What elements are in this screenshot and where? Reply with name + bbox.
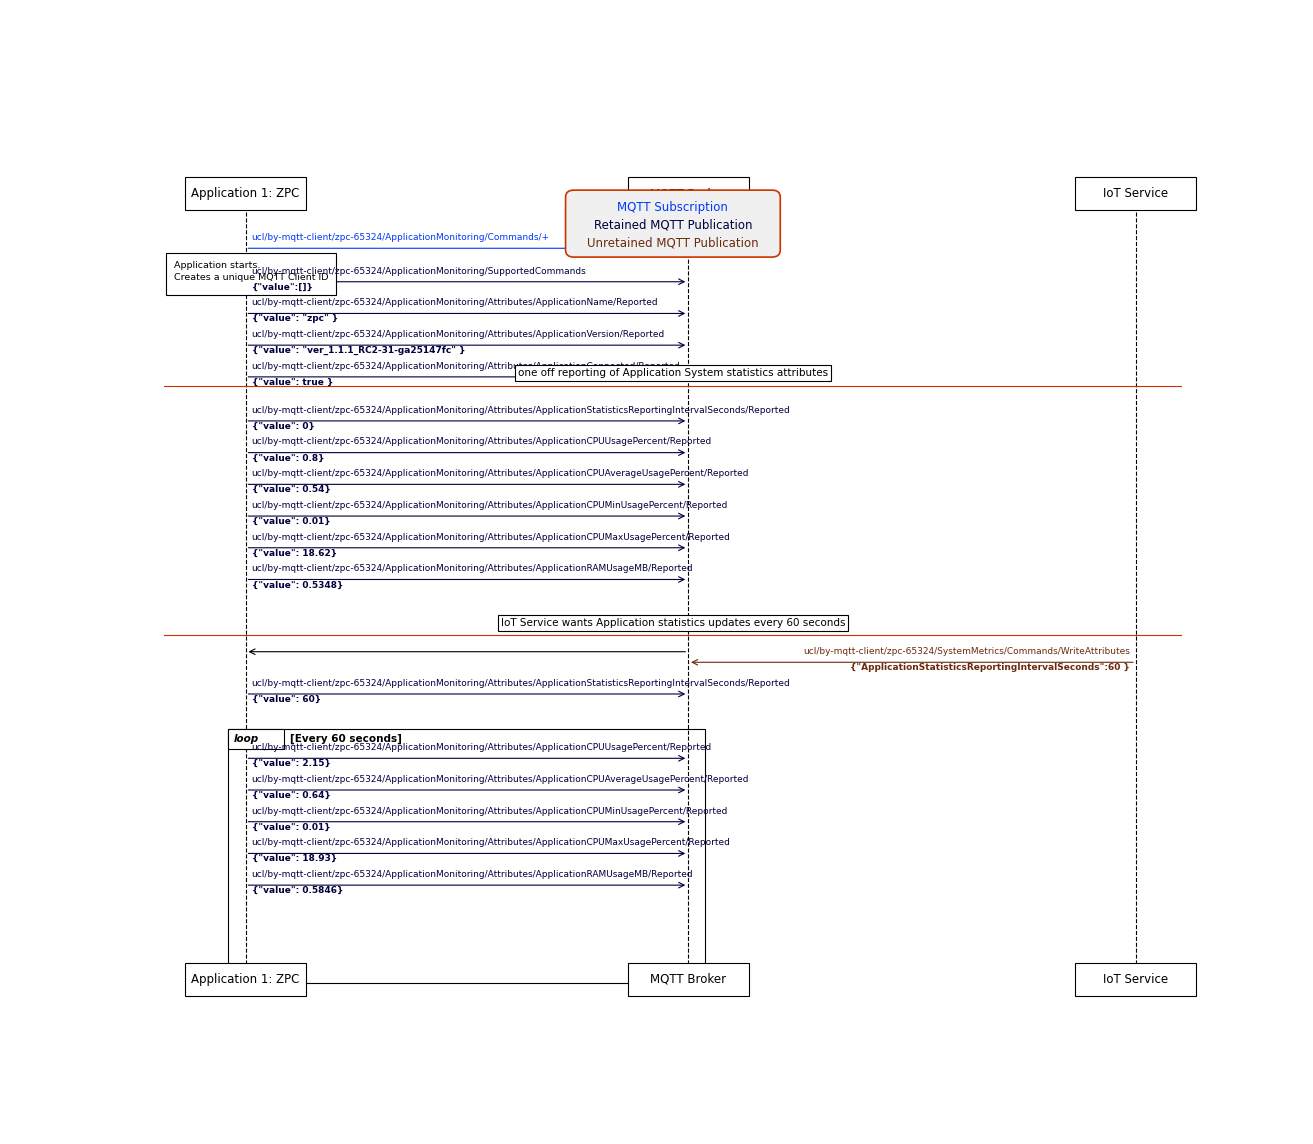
Text: {"value": true }: {"value": true } [252,378,334,387]
Text: ucl/by-mqtt-client/zpc-65324/ApplicationMonitoring/SupportedCommands: ucl/by-mqtt-client/zpc-65324/Application… [252,267,587,276]
Text: Retained MQTT Publication: Retained MQTT Publication [593,219,752,232]
Text: ucl/by-mqtt-client/zpc-65324/ApplicationMonitoring/Attributes/ApplicationStatist: ucl/by-mqtt-client/zpc-65324/Application… [252,406,790,415]
Text: IoT Service wants Application statistics updates every 60 seconds: IoT Service wants Application statistics… [500,618,846,628]
Text: ucl/by-mqtt-client/zpc-65324/SystemMetrics/Commands/WriteAttributes: ucl/by-mqtt-client/zpc-65324/SystemMetri… [804,648,1129,657]
Text: {"value": 2.15}: {"value": 2.15} [252,760,331,768]
Text: {"value": 0.01}: {"value": 0.01} [252,823,331,832]
Text: ucl/by-mqtt-client/zpc-65324/ApplicationMonitoring/Attributes/ApplicationCPUAver: ucl/by-mqtt-client/zpc-65324/Application… [252,774,750,784]
Text: ucl/by-mqtt-client/zpc-65324/ApplicationMonitoring/Attributes/ApplicationCPUUsag: ucl/by-mqtt-client/zpc-65324/Application… [252,437,712,446]
FancyBboxPatch shape [1075,962,1196,996]
Text: {"value": 0.54}: {"value": 0.54} [252,485,331,494]
Text: {"value":[]}: {"value":[]} [252,283,314,292]
Text: Application starts.
Creates a unique MQTT Client ID: Application starts. Creates a unique MQT… [175,261,328,281]
Text: {"value": 18.62}: {"value": 18.62} [252,549,336,557]
Text: one off reporting of Application System statistics attributes: one off reporting of Application System … [517,368,829,379]
FancyBboxPatch shape [185,177,306,210]
Text: {"value": 0.5846}: {"value": 0.5846} [252,885,343,895]
Bar [228,729,284,748]
Text: {"value": 0.5348}: {"value": 0.5348} [252,580,343,589]
FancyBboxPatch shape [628,962,748,996]
Text: ucl/by-mqtt-client/zpc-65324/ApplicationMonitoring/Attributes/ApplicationStatist: ucl/by-mqtt-client/zpc-65324/Application… [252,678,790,688]
Text: IoT Service: IoT Service [1103,972,1169,986]
Text: {"value": 0.8}: {"value": 0.8} [252,453,324,462]
Text: MQTT Broker: MQTT Broker [650,188,726,200]
Text: ucl/by-mqtt-client/zpc-65324/ApplicationMonitoring/Attributes/ApplicationCPUAver: ucl/by-mqtt-client/zpc-65324/Application… [252,469,750,478]
FancyBboxPatch shape [1075,177,1196,210]
Text: ucl/by-mqtt-client/zpc-65324/ApplicationMonitoring/Attributes/ApplicationConnect: ucl/by-mqtt-client/zpc-65324/Application… [252,362,680,371]
Text: loop: loop [234,734,259,744]
Text: ucl/by-mqtt-client/zpc-65324/ApplicationMonitoring/Attributes/ApplicationCPUMinU: ucl/by-mqtt-client/zpc-65324/Application… [252,807,727,816]
Text: Application 1: ZPC: Application 1: ZPC [192,972,299,986]
Text: {"value": 0.64}: {"value": 0.64} [252,791,331,800]
FancyBboxPatch shape [185,962,306,996]
Text: {"value": "ver_1.1.1_RC2-31-ga25147fc" }: {"value": "ver_1.1.1_RC2-31-ga25147fc" } [252,345,465,355]
Text: ucl/by-mqtt-client/zpc-65324/ApplicationMonitoring/Attributes/ApplicationCPUMinU: ucl/by-mqtt-client/zpc-65324/Application… [252,501,727,510]
Text: {"ApplicationStatisticsReportingIntervalSeconds":60 }: {"ApplicationStatisticsReportingInterval… [850,664,1129,673]
Text: Application 1: ZPC: Application 1: ZPC [192,188,299,200]
Text: ucl/by-mqtt-client/zpc-65324/ApplicationMonitoring/Attributes/ApplicationRAMUsag: ucl/by-mqtt-client/zpc-65324/Application… [252,564,693,573]
FancyBboxPatch shape [628,177,748,210]
FancyBboxPatch shape [167,253,336,294]
Text: ucl/by-mqtt-client/zpc-65324/ApplicationMonitoring/Attributes/ApplicationCPUMaxU: ucl/by-mqtt-client/zpc-65324/Application… [252,839,730,848]
Text: ucl/by-mqtt-client/zpc-65324/ApplicationMonitoring/Attributes/ApplicationRAMUsag: ucl/by-mqtt-client/zpc-65324/Application… [252,869,693,879]
Text: {"value": 18.93}: {"value": 18.93} [252,855,337,864]
Text: ucl/by-mqtt-client/zpc-65324/ApplicationMonitoring/Attributes/ApplicationVersion: ucl/by-mqtt-client/zpc-65324/Application… [252,329,664,339]
Text: {"value": 0}: {"value": 0} [252,422,315,431]
Text: MQTT Broker: MQTT Broker [650,972,726,986]
FancyBboxPatch shape [566,190,780,257]
Text: {"value": "zpc" }: {"value": "zpc" } [252,315,337,324]
Text: Unretained MQTT Publication: Unretained MQTT Publication [587,237,759,249]
Text: MQTT Subscription: MQTT Subscription [617,201,729,214]
Text: {"value": 60}: {"value": 60} [252,694,320,704]
Text: ucl/by-mqtt-client/zpc-65324/ApplicationMonitoring/Attributes/ApplicationCPUUsag: ucl/by-mqtt-client/zpc-65324/Application… [252,744,712,752]
Text: ucl/by-mqtt-client/zpc-65324/ApplicationMonitoring/Attributes/ApplicationCPUMaxU: ucl/by-mqtt-client/zpc-65324/Application… [252,533,730,541]
Bar [228,729,705,983]
Text: {"value": 0.01}: {"value": 0.01} [252,517,331,526]
Text: [Every 60 seconds]: [Every 60 seconds] [290,733,402,744]
Text: ucl/by-mqtt-client/zpc-65324/ApplicationMonitoring/Commands/+: ucl/by-mqtt-client/zpc-65324/Application… [252,233,550,243]
Text: ucl/by-mqtt-client/zpc-65324/ApplicationMonitoring/Attributes/ApplicationName/Re: ucl/by-mqtt-client/zpc-65324/Application… [252,299,658,308]
Text: IoT Service: IoT Service [1103,188,1169,200]
